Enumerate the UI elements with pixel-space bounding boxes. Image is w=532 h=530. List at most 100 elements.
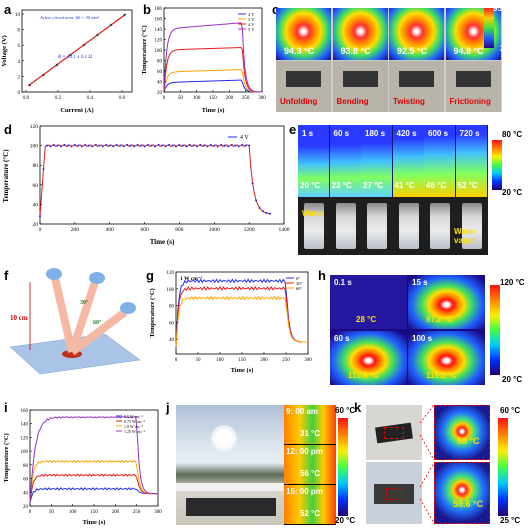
data-point: [209, 143, 212, 146]
y-tick-label: 80: [33, 163, 39, 169]
x-tick-label: 0.2: [55, 96, 62, 101]
x-tick-label: 300: [258, 96, 266, 101]
y-tick-label: 120: [30, 124, 39, 130]
axes-frame: [39, 125, 285, 225]
data-point: [66, 144, 69, 147]
y-tick-label: 140: [155, 28, 163, 33]
h-time: 15 s: [412, 278, 428, 287]
title: 1 W cm⁻²: [180, 276, 203, 282]
j-temp: 52 °C: [300, 509, 321, 518]
c-thermal-image: 92.5 °C: [389, 8, 444, 60]
h-temp: 28 °C: [356, 315, 377, 324]
data-point: [70, 145, 73, 148]
data-point: [80, 145, 83, 148]
y-tick-label: 60: [33, 183, 39, 189]
x-tick-label: 100: [216, 358, 224, 363]
data-point: [150, 144, 153, 147]
series-line: [175, 278, 309, 349]
data-point: [216, 145, 219, 148]
e-thermal-frame: 1 s 20 °C: [298, 125, 329, 197]
data-point: [269, 212, 272, 215]
x-tick-label: 50: [49, 510, 55, 515]
y-tick-label: 180: [155, 7, 163, 12]
data-point: [244, 144, 247, 147]
panel-e-label: e: [289, 122, 297, 137]
fabric-sample: [374, 484, 414, 504]
y-tick-label: 60: [157, 70, 163, 75]
e-thermal-frame: 600 s 46 °C: [424, 125, 455, 197]
x-tick-label: 1400: [279, 227, 290, 233]
legend-entry: 4 V: [248, 22, 255, 27]
panel-h-label: h: [318, 268, 326, 283]
j-scale-max: 60 °C: [335, 406, 356, 415]
y-tick-label: 60: [23, 478, 29, 483]
h-scale-max: 120 °C: [500, 278, 525, 287]
panel-j-photo: [176, 405, 284, 525]
series-line: [175, 285, 309, 347]
x-tick-label: 250: [282, 358, 290, 363]
j-time: 9: 00 am: [286, 407, 319, 416]
x-tick-label: 600: [140, 227, 149, 233]
series-line: [39, 144, 271, 217]
ruler: [176, 483, 284, 491]
beam-30: [68, 280, 99, 354]
y-axis-label: Voltage (V): [1, 35, 8, 66]
legend-entry: 0.75 W cm⁻²: [124, 419, 146, 424]
j-time: 15: 00 pm: [286, 487, 323, 496]
panel-j-thermal: 9: 00 am 31 °C 12: 00 pm 56 °C 15: 00 pm 52 °…: [284, 405, 336, 525]
x-tick-label: 0: [29, 510, 32, 515]
data-point: [167, 143, 170, 146]
data-point: [262, 210, 265, 213]
equation: R = 14.1 ± 0.1 Ω: [57, 55, 92, 60]
data-point: [84, 143, 87, 146]
y-tick-label: 8: [18, 29, 21, 34]
data-point: [248, 144, 251, 147]
water-label: Water: [302, 209, 324, 218]
k-photo-top: [366, 405, 422, 460]
x-tick-label: 0.4: [87, 96, 94, 101]
data-point: [206, 145, 209, 148]
e-time: 1 s: [302, 129, 314, 138]
h-thermal-frame: 100 s 119.2 °C: [408, 331, 485, 385]
c-scale-max: 95 °C: [493, 4, 514, 13]
e-temp: 41 °C: [394, 181, 415, 190]
c-temp: 94.3 °C: [284, 46, 315, 56]
x-tick-label: 800: [175, 227, 184, 233]
data-point: [143, 145, 146, 148]
panel-d-label: d: [4, 122, 12, 137]
legend-entry: 60°: [296, 286, 303, 291]
e-temp: 46 °C: [426, 181, 447, 190]
data-point: [77, 144, 80, 147]
data-point: [129, 144, 132, 147]
x-axis-label: Time (s): [83, 519, 106, 526]
zoom-box: [386, 488, 402, 500]
data-point: [126, 143, 129, 146]
e-thermal-frame: 720 s 52 °C: [455, 125, 487, 197]
sun: [211, 425, 237, 451]
panel-i-label: i: [4, 400, 8, 415]
e-thermal-frame: 420 s 41 °C: [392, 125, 424, 197]
data-point: [202, 144, 205, 147]
x-axis-label: Current (A): [60, 107, 93, 114]
y-axis-label: Temperature (°C): [2, 149, 10, 203]
panel-g-plot: 0°30°60° 1 W cm⁻² Time (s) Temperature (…: [149, 271, 312, 374]
data-point: [115, 143, 118, 146]
angle1-label: 30°: [80, 299, 89, 306]
e-temp: 23 °C: [331, 181, 352, 190]
data-point: [178, 143, 181, 146]
y-tick-label: 40: [23, 491, 29, 496]
k-zoom-lines: [420, 405, 434, 524]
panel-c-photos: 94.3 °C Unfolding 93.8 °C Bending 92.5 °C Twi…: [276, 8, 502, 112]
data-point: [98, 144, 101, 147]
c-photo: Frictioning: [445, 61, 501, 112]
fit-line: [27, 13, 127, 87]
legend-entry: 5 V: [248, 27, 255, 32]
panel-b-plot: 2 V3 V4 V5 V Time (s) Temperature (°C) 0…: [141, 7, 266, 114]
legend-entry: 3 V: [248, 17, 255, 22]
x-tick-label: 0: [175, 358, 178, 363]
data-point: [101, 145, 104, 148]
series-line: [175, 295, 309, 347]
y-tick-label: 100: [30, 144, 39, 150]
data-point: [39, 215, 41, 218]
x-tick-label: 200: [260, 358, 268, 363]
